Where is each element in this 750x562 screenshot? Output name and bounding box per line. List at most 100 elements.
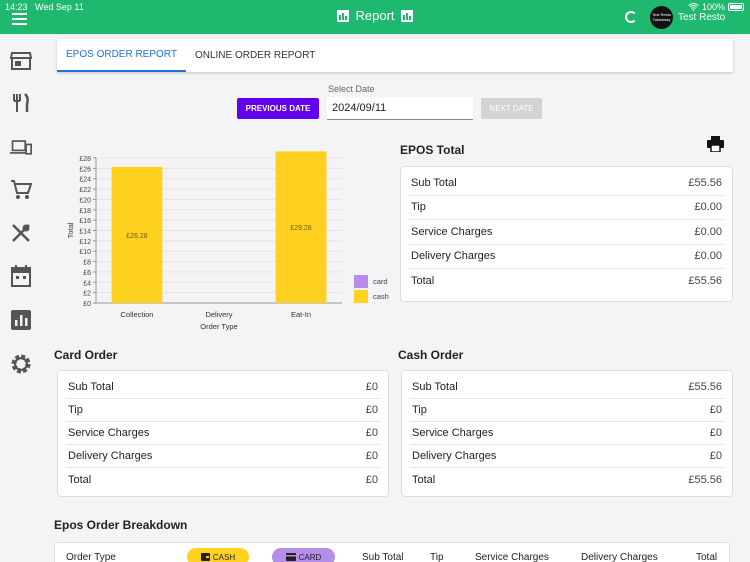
wallet-icon	[200, 553, 210, 561]
row-value: £0	[365, 427, 378, 439]
y-tick-label: £12	[79, 239, 91, 246]
cash-order-card: Sub Total £55.56 Tip £0 Service Charges £0 Del…	[401, 370, 733, 497]
card-pill-label: CARD	[298, 552, 322, 562]
legend-label: cash	[373, 292, 389, 301]
summary-row: Total £0	[66, 468, 380, 491]
breakdown-table-header: Order Type CASH CARD Sub Total Tip Servi…	[54, 542, 730, 562]
row-value: £55.56	[688, 381, 722, 393]
store-icon[interactable]	[10, 50, 32, 72]
next-date-button[interactable]: NEXT DATE	[481, 98, 542, 119]
row-label: Sub Total	[412, 381, 458, 393]
summary-row: Delivery Charges £0.00	[409, 245, 724, 269]
cash-filter-pill[interactable]: CASH	[187, 548, 249, 562]
row-label: Tip	[411, 201, 426, 214]
col-sub-total: Sub Total	[362, 552, 404, 562]
y-tick-label: £6	[83, 270, 91, 277]
card-filter-pill[interactable]: CARD	[272, 548, 335, 562]
credit-card-icon	[285, 553, 296, 561]
calendar-icon[interactable]	[10, 265, 32, 287]
report-icon	[337, 9, 350, 22]
refresh-icon[interactable]	[625, 11, 637, 23]
tab-online-order-report[interactable]: ONLINE ORDER REPORT	[194, 50, 316, 61]
y-tick-label: £8	[83, 260, 91, 267]
y-axis-label: Total	[66, 222, 75, 238]
select-date-label: Select Date	[328, 84, 375, 94]
dining-icon[interactable]	[10, 222, 32, 244]
restaurant-name[interactable]: Test Resto	[678, 12, 726, 23]
print-icon[interactable]	[707, 136, 724, 152]
x-tick-label: Eat-In	[291, 310, 311, 319]
row-value: £0.00	[694, 225, 722, 238]
row-label: Service Charges	[412, 427, 494, 439]
report-icon	[400, 9, 413, 22]
row-value: £0	[709, 450, 722, 462]
cash-order-title: Cash Order	[398, 348, 464, 362]
card-order-title: Card Order	[54, 348, 118, 362]
sidebar	[0, 34, 42, 562]
x-tick-label: Collection	[121, 310, 154, 319]
bar-cash	[111, 166, 163, 303]
row-label: Service Charges	[68, 427, 150, 439]
status-time: 14:23	[5, 2, 28, 12]
y-tick-label: £18	[79, 208, 91, 215]
summary-row: Sub Total £55.56	[409, 171, 724, 196]
devices-icon[interactable]	[10, 136, 32, 158]
epos-total-card: Sub Total £55.56 Tip £0.00 Service Charges £0…	[400, 166, 733, 302]
previous-date-button[interactable]: PREVIOUS DATE	[237, 98, 319, 119]
y-tick-label: £4	[83, 280, 91, 287]
row-value: £0.00	[694, 201, 722, 214]
x-axis-label: Order Type	[200, 322, 237, 331]
summary-row: Service Charges £0.00	[409, 220, 724, 245]
row-value: £0	[365, 473, 378, 486]
summary-row: Total £55.56	[410, 468, 724, 491]
row-label: Sub Total	[411, 176, 457, 189]
col-delivery-charges: Delivery Charges	[581, 552, 658, 562]
menu-icon[interactable]	[12, 13, 27, 25]
row-label: Tip	[68, 404, 83, 416]
col-order-type: Order Type	[66, 552, 116, 562]
y-tick-label: £16	[79, 218, 91, 225]
row-value: £0	[709, 427, 722, 439]
date-input[interactable]	[327, 97, 473, 120]
status-date: Wed Sep 11	[35, 2, 84, 12]
summary-row: Sub Total £0	[66, 376, 380, 399]
y-tick-label: £22	[79, 187, 91, 194]
legend-swatch	[354, 290, 368, 303]
card-order-card: Sub Total £0 Tip £0 Service Charges £0 Deliver…	[57, 370, 389, 497]
data-label: £29.28	[290, 225, 312, 232]
summary-row: Delivery Charges £0	[66, 445, 380, 468]
breakdown-title: Epos Order Breakdown	[54, 518, 188, 532]
summary-row: Service Charges £0	[410, 422, 724, 445]
tab-epos-order-report[interactable]: EPOS ORDER REPORT	[57, 39, 186, 72]
summary-row: Tip £0	[66, 399, 380, 422]
legend-label: card	[373, 277, 388, 286]
data-label: £26.28	[126, 233, 148, 240]
title-bar: Report	[0, 8, 750, 23]
row-value: £0	[365, 450, 378, 462]
row-value: £0	[365, 381, 378, 393]
cart-icon[interactable]	[10, 179, 32, 201]
cash-pill-label: CASH	[212, 552, 236, 562]
summary-row: Delivery Charges £0	[410, 445, 724, 468]
summary-row: Tip £0.00	[409, 196, 724, 220]
report-icon[interactable]	[10, 309, 32, 331]
y-tick-label: £20	[79, 197, 91, 204]
row-label: Sub Total	[68, 381, 114, 393]
row-label: Delivery Charges	[412, 450, 497, 462]
settings-icon[interactable]	[10, 353, 32, 375]
utensils-icon[interactable]	[10, 92, 32, 114]
row-value: £0	[709, 404, 722, 416]
avatar[interactable]: Test Resto Takeaway	[650, 6, 673, 29]
row-label: Delivery Charges	[411, 250, 496, 263]
app-bar: 14:23 Wed Sep 11 100% Report Test Resto …	[0, 0, 750, 34]
row-label: Total	[68, 473, 92, 486]
y-tick-label: £0	[83, 301, 91, 308]
summary-row: Sub Total £55.56	[410, 376, 724, 399]
y-tick-label: £28	[79, 156, 91, 163]
battery-percent: 100%	[701, 2, 725, 12]
order-type-chart: £0 £2 £4 £6 £8 £10 £12 £14 £16 £18 £20 £22 £24 £26 £28…	[66, 151, 389, 331]
row-label: Total	[412, 473, 436, 486]
bar-cash	[275, 151, 327, 303]
page-title: Report	[355, 8, 395, 23]
col-service-charges: Service Charges	[475, 552, 549, 562]
